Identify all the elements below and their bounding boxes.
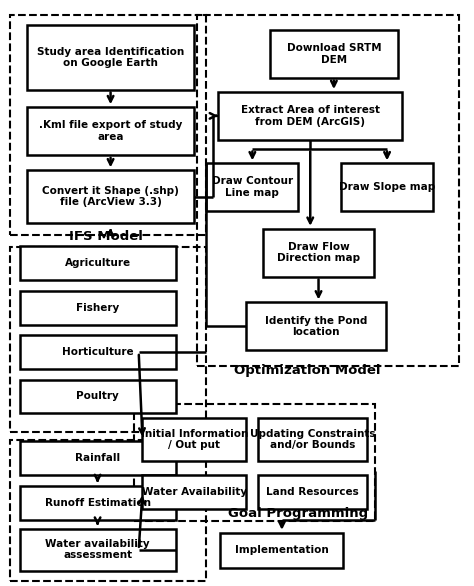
Text: Goal Programming: Goal Programming xyxy=(228,507,368,520)
FancyBboxPatch shape xyxy=(341,163,433,211)
FancyBboxPatch shape xyxy=(218,92,402,140)
FancyBboxPatch shape xyxy=(143,475,246,509)
FancyBboxPatch shape xyxy=(19,529,175,571)
Text: IFS Model: IFS Model xyxy=(69,230,143,243)
FancyBboxPatch shape xyxy=(19,335,175,369)
FancyBboxPatch shape xyxy=(258,475,367,509)
FancyBboxPatch shape xyxy=(27,25,194,90)
FancyBboxPatch shape xyxy=(263,229,374,277)
FancyBboxPatch shape xyxy=(246,302,386,350)
Text: Extract Area of interest
from DEM (ArcGIS): Extract Area of interest from DEM (ArcGI… xyxy=(241,105,380,127)
FancyBboxPatch shape xyxy=(19,486,175,520)
Text: Rainfall: Rainfall xyxy=(75,454,120,464)
Text: Runoff Estimation: Runoff Estimation xyxy=(45,498,151,508)
Text: Initial Information
/ Out put: Initial Information / Out put xyxy=(141,428,248,450)
Text: Agriculture: Agriculture xyxy=(64,258,131,268)
Text: Horticulture: Horticulture xyxy=(62,347,133,357)
FancyBboxPatch shape xyxy=(258,417,367,461)
Text: Poultry: Poultry xyxy=(76,391,119,401)
Text: Download SRTM
DEM: Download SRTM DEM xyxy=(287,43,381,64)
Text: Land Resources: Land Resources xyxy=(266,488,359,498)
Text: Water Availability: Water Availability xyxy=(142,488,247,498)
Text: Study area Identification
on Google Earth: Study area Identification on Google Eart… xyxy=(37,47,184,68)
Text: Updating Constraints
and/or Bounds: Updating Constraints and/or Bounds xyxy=(250,428,375,450)
FancyBboxPatch shape xyxy=(19,291,175,325)
Text: Implementation: Implementation xyxy=(235,545,329,555)
FancyBboxPatch shape xyxy=(270,30,398,78)
FancyBboxPatch shape xyxy=(19,380,175,414)
Text: Water availability
assessment: Water availability assessment xyxy=(46,539,150,560)
Text: .Kml file export of study
area: .Kml file export of study area xyxy=(39,120,182,142)
FancyBboxPatch shape xyxy=(27,170,194,223)
FancyBboxPatch shape xyxy=(143,417,246,461)
Text: Draw Contour
Line map: Draw Contour Line map xyxy=(212,176,293,198)
Text: Draw Slope map: Draw Slope map xyxy=(339,182,435,192)
Text: Convert it Shape (.shp)
file (ArcView 3.3): Convert it Shape (.shp) file (ArcView 3.… xyxy=(42,186,179,207)
Text: Identify the Pond
location: Identify the Pond location xyxy=(265,315,367,337)
FancyBboxPatch shape xyxy=(27,107,194,155)
FancyBboxPatch shape xyxy=(19,246,175,280)
FancyBboxPatch shape xyxy=(206,163,299,211)
Text: Fishery: Fishery xyxy=(76,302,119,312)
FancyBboxPatch shape xyxy=(19,441,175,475)
FancyBboxPatch shape xyxy=(220,533,343,568)
Text: Draw Flow
Direction map: Draw Flow Direction map xyxy=(277,242,360,264)
Text: Optimization Model: Optimization Model xyxy=(234,364,380,377)
